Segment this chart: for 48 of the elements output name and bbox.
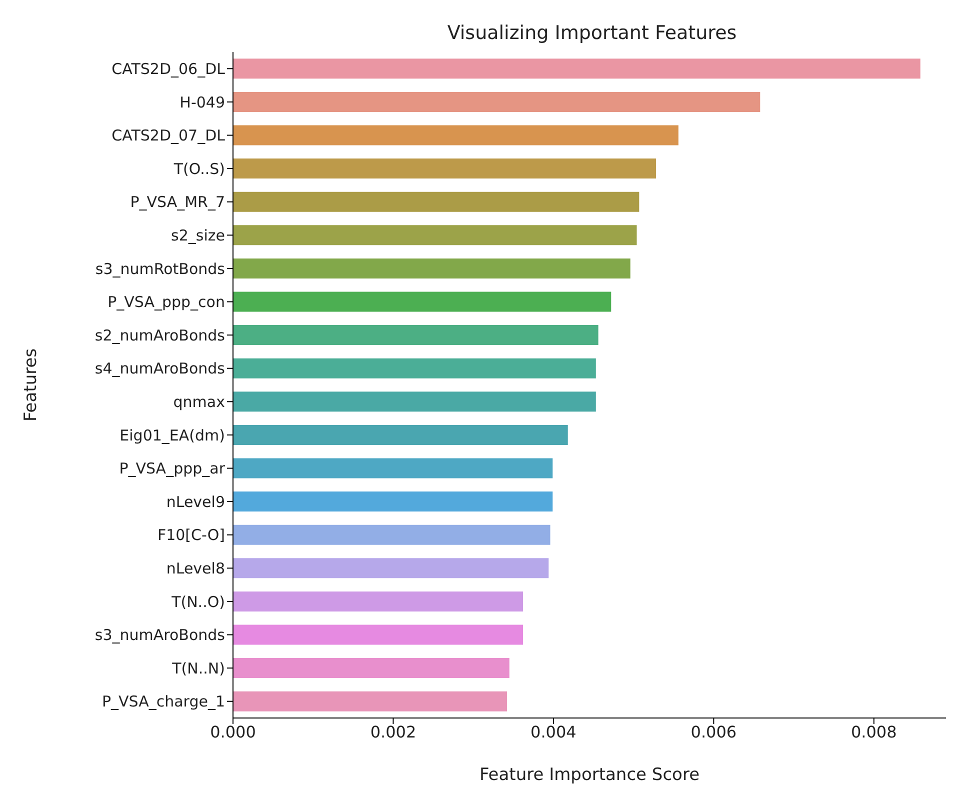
bar bbox=[233, 92, 760, 112]
x-tick-label: 0.004 bbox=[530, 722, 576, 742]
y-tick-label: nLevel8 bbox=[166, 559, 225, 578]
y-tick-label: T(N..N) bbox=[171, 659, 225, 678]
y-tick-label: CATS2D_06_DL bbox=[112, 60, 226, 78]
y-tick-label: F10[C-O] bbox=[157, 526, 225, 544]
y-tick-label: CATS2D_07_DL bbox=[112, 126, 226, 145]
x-tick-label: 0.002 bbox=[370, 722, 416, 742]
y-tick-label: H-049 bbox=[180, 93, 225, 112]
y-tick-label: P_VSA_ppp_ar bbox=[119, 460, 226, 478]
bar bbox=[233, 192, 640, 212]
bar bbox=[233, 492, 553, 512]
y-tick-label: s3_numRotBonds bbox=[95, 260, 226, 278]
y-tick-label: s2_numAroBonds bbox=[94, 326, 226, 344]
y-axis-title: Features bbox=[21, 348, 42, 422]
bar bbox=[233, 392, 596, 412]
chart-title: Visualizing Important Features bbox=[446, 22, 738, 44]
bar bbox=[233, 158, 656, 179]
y-tick-label: Eig01_EA(dm) bbox=[120, 426, 225, 444]
y-tick-label: nLevel9 bbox=[166, 492, 225, 511]
y-tick-label: P_VSA_MR_7 bbox=[130, 193, 225, 212]
bar bbox=[233, 225, 637, 246]
y-tick-label: P_VSA_ppp_con bbox=[108, 293, 225, 312]
bar bbox=[233, 624, 524, 645]
bar bbox=[233, 58, 920, 79]
x-tick-label: 0.006 bbox=[690, 722, 737, 742]
bar bbox=[233, 125, 678, 146]
bar bbox=[233, 558, 549, 578]
bar bbox=[233, 358, 596, 378]
bar bbox=[233, 292, 612, 312]
bar bbox=[233, 258, 630, 278]
bar bbox=[233, 658, 510, 678]
y-tick-label: s2_size bbox=[171, 226, 225, 244]
y-tick-label: T(N..O) bbox=[170, 592, 225, 611]
y-tick-label: T(O..S) bbox=[172, 160, 225, 178]
bar bbox=[233, 424, 568, 445]
y-tick-label: qnmax bbox=[173, 392, 226, 411]
bar bbox=[233, 458, 553, 478]
y-tick-label: s4_numAroBonds bbox=[94, 360, 226, 378]
y-tick-label: s3_numAroBonds bbox=[94, 626, 226, 644]
bar bbox=[233, 325, 598, 346]
y-tick-label: P_VSA_charge_1 bbox=[102, 692, 225, 711]
x-tick-label: 0.000 bbox=[210, 722, 256, 742]
bar bbox=[233, 524, 550, 545]
bar bbox=[233, 591, 524, 612]
x-tick-label: 0.008 bbox=[850, 722, 897, 742]
bar bbox=[233, 691, 507, 712]
x-axis-title: Feature Importance Score bbox=[479, 765, 700, 785]
